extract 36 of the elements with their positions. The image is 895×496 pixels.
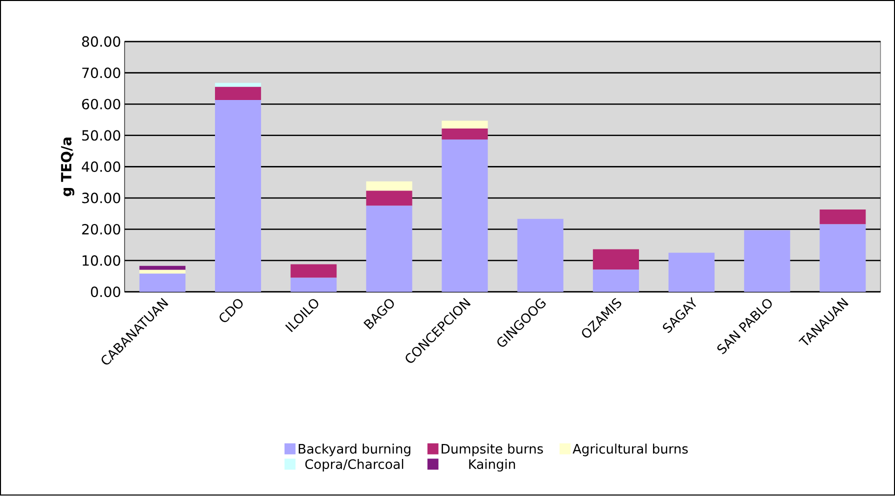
bar [442,128,488,140]
bar [442,140,488,292]
y-tick-label: 20.00 [82,224,120,235]
y-tick-label: 70.00 [82,68,120,78]
bar [290,264,337,278]
bar [214,83,262,88]
bar [214,100,262,292]
bar [366,182,412,191]
bar [214,87,262,100]
y-tick-label: 0.00 [90,286,120,298]
bar [744,230,790,292]
y-tick-label: 30.00 [82,192,120,204]
y-tick-label: 60.00 [82,99,120,110]
y-tick-label: 10.00 [82,255,120,266]
bar [820,210,866,224]
bar [139,266,186,270]
legend-label: Dumpsite burns [442,444,543,456]
y-tick-label: 80.00 [82,36,120,48]
bar [366,206,412,292]
bar [592,249,639,270]
bar [517,219,564,292]
bar [820,224,866,292]
bar [139,274,186,292]
bar [442,120,488,129]
legend-label: Agricultural burns [572,444,688,456]
bar [592,270,639,292]
bar [366,190,412,206]
legend-label: Backyard burning [298,444,410,456]
y-axis-title: g TEQ/a [60,138,74,196]
legend-label: Copra/Charcoal [305,459,404,472]
bar [139,270,186,274]
bar [290,278,337,292]
bar [668,252,715,292]
y-tick-label: 50.00 [82,130,120,141]
legend-label: Kaingin [469,459,515,472]
y-tick-label: 40.00 [82,162,120,172]
